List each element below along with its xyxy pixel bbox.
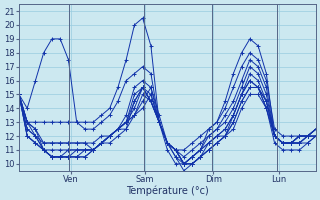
X-axis label: Température (°c): Température (°c) [126, 185, 209, 196]
